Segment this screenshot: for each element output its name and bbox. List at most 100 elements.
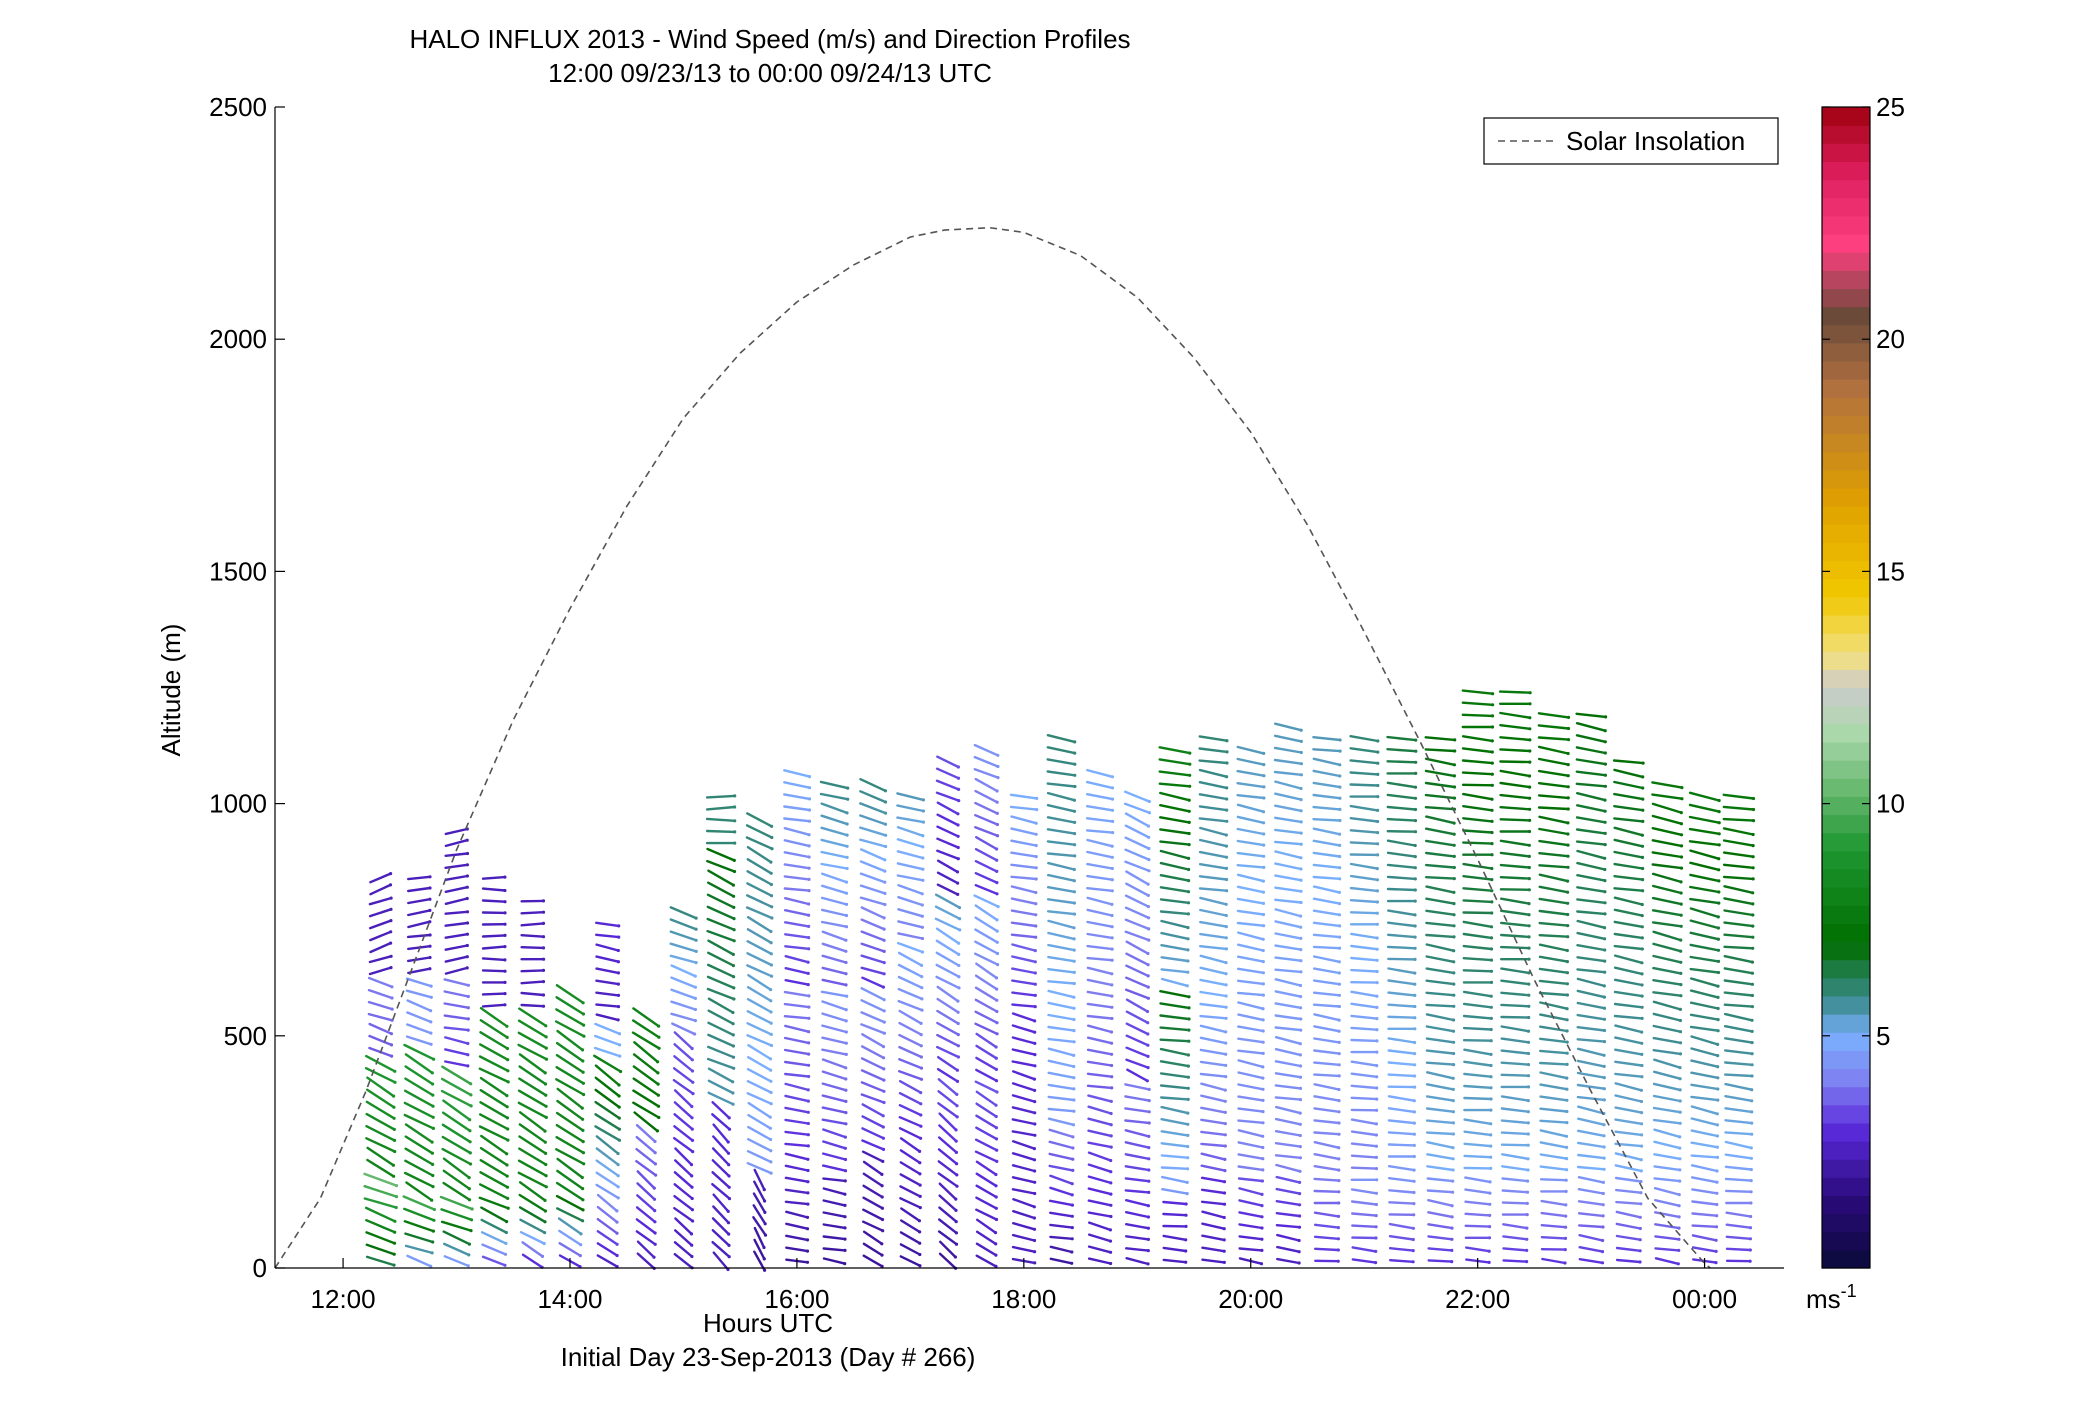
wind-vector-head — [1525, 1190, 1530, 1194]
wind-vector — [1722, 817, 1755, 822]
wind-vector-head — [1680, 786, 1684, 790]
wind-vector-head — [1224, 1075, 1228, 1079]
wind-vector-head — [1487, 1249, 1491, 1253]
wind-vector-head — [995, 1021, 999, 1025]
wind-vector — [1123, 790, 1151, 803]
wind-vector — [1461, 759, 1494, 765]
wind-vector — [1462, 990, 1493, 998]
wind-vector-head — [954, 1220, 958, 1224]
wind-vector — [1160, 1117, 1190, 1126]
wind-vector — [1312, 827, 1341, 836]
wind-vector-head — [1110, 983, 1114, 987]
wind-vector — [1425, 991, 1456, 997]
wind-vector-head — [1337, 1099, 1341, 1103]
wind-vector — [1425, 1003, 1456, 1008]
wind-vector — [1498, 690, 1532, 694]
wind-vector — [1047, 1037, 1076, 1044]
wind-vector — [442, 1157, 471, 1179]
wind-vector-head — [918, 1172, 922, 1176]
wind-vector-head — [1225, 775, 1229, 779]
wind-vector-head — [1146, 974, 1150, 978]
wind-vector-head — [762, 1257, 766, 1261]
wind-vector — [1723, 1073, 1754, 1078]
wind-vector — [1125, 952, 1150, 966]
wind-vector — [712, 1251, 730, 1271]
wind-vector-head — [1188, 762, 1192, 766]
wind-vector — [1722, 827, 1755, 836]
wind-vector — [520, 946, 545, 950]
y-axis-label: Altitude (m) — [156, 624, 186, 757]
wind-vector — [1653, 1211, 1681, 1219]
wind-vector-head — [1298, 983, 1303, 988]
wind-vector-head — [1110, 844, 1114, 848]
x-tick-label: 22:00 — [1445, 1284, 1510, 1314]
wind-vector-head — [957, 975, 961, 979]
wind-vector-head — [807, 877, 811, 882]
wind-vector-head — [1110, 1016, 1114, 1021]
wind-vector-head — [694, 916, 698, 920]
wind-vector-head — [1679, 994, 1683, 998]
wind-vector — [479, 1171, 509, 1189]
wind-vector-head — [844, 1122, 848, 1126]
wind-vector — [1387, 1073, 1416, 1078]
wind-vector-head — [994, 1126, 999, 1130]
wind-vector-head — [1299, 762, 1303, 766]
wind-vector — [364, 1066, 397, 1084]
wind-vector — [441, 1135, 472, 1155]
wind-vector — [974, 884, 999, 895]
wind-vector — [1425, 1061, 1455, 1066]
colorbar-cell — [1822, 977, 1870, 997]
wind-vector-head — [1298, 1098, 1303, 1102]
wind-vector-head — [579, 1243, 583, 1247]
wind-vector-head — [1299, 948, 1303, 952]
wind-vector-head — [1033, 949, 1037, 953]
wind-vector-head — [953, 1255, 958, 1259]
wind-vector — [1046, 873, 1076, 882]
wind-vector-head — [466, 994, 470, 999]
wind-vector — [1124, 1083, 1151, 1091]
wind-vector-head — [693, 1019, 698, 1023]
wind-vector — [1689, 967, 1720, 974]
wind-vector-head — [431, 1104, 435, 1108]
wind-vector-head — [1225, 786, 1229, 790]
wind-vector — [1723, 1037, 1754, 1044]
wind-vector-head — [1299, 914, 1303, 918]
wind-vector-head — [1490, 842, 1494, 846]
wind-vector-head — [431, 1126, 435, 1130]
wind-vector-head — [1413, 785, 1418, 789]
wind-vector-head — [1716, 926, 1720, 930]
wind-vector-head — [732, 939, 736, 943]
wind-vector — [1011, 1106, 1036, 1115]
wind-vector-head — [691, 1092, 695, 1096]
wind-vector — [1159, 910, 1190, 916]
wind-vector — [1123, 802, 1151, 814]
wind-vector — [1124, 930, 1151, 942]
wind-vector-head — [1109, 1099, 1113, 1103]
wind-vector-head — [1261, 901, 1266, 906]
wind-vector-head — [1412, 1202, 1416, 1206]
wind-vector — [1615, 1222, 1642, 1230]
wind-vector — [1274, 1072, 1302, 1079]
wind-vector-head — [1224, 947, 1228, 951]
wind-vector-head — [1566, 924, 1570, 928]
wind-vector — [594, 1076, 621, 1098]
wind-vector — [1386, 863, 1417, 869]
wind-vector — [444, 966, 469, 975]
wind-vector — [479, 1007, 509, 1028]
wind-vector-head — [845, 833, 849, 837]
wind-vector-head — [880, 1195, 884, 1199]
wind-vector-head — [919, 1033, 923, 1037]
wind-vector-head — [656, 1060, 660, 1064]
wind-vector-head — [1033, 1053, 1037, 1057]
wind-vector-head — [1224, 936, 1228, 940]
wind-vector-head — [1639, 1191, 1643, 1195]
wind-vector — [1237, 1119, 1265, 1125]
wind-vector-head — [918, 1206, 922, 1210]
wind-vector — [1425, 1119, 1455, 1125]
wind-vector — [1350, 1188, 1378, 1195]
wind-vector-head — [769, 999, 773, 1003]
colorbar-cell — [1822, 397, 1870, 416]
wind-vector-head — [1072, 1087, 1076, 1091]
wind-vector — [747, 1101, 772, 1119]
wind-vector-head — [1034, 866, 1038, 870]
